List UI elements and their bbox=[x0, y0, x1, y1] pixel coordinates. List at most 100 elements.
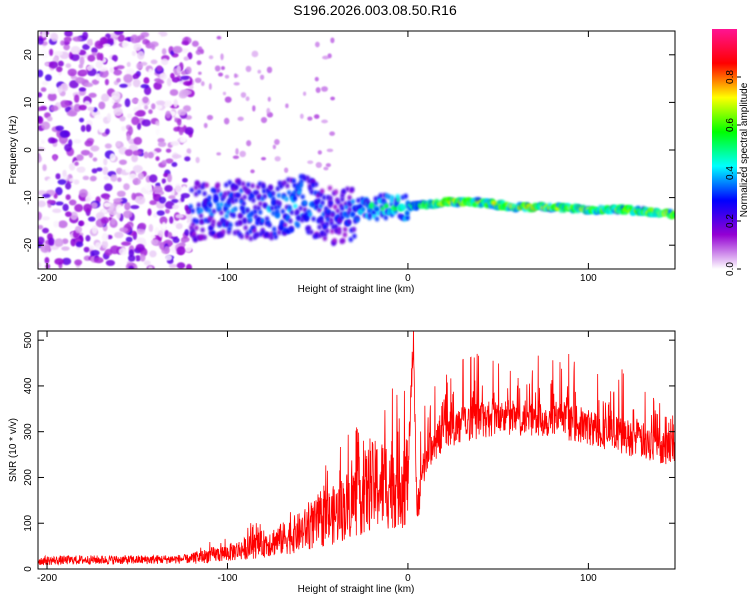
noise-blob bbox=[91, 168, 98, 174]
noise-blob bbox=[153, 212, 158, 218]
signal-blob bbox=[345, 186, 350, 192]
signal-blob bbox=[284, 196, 289, 202]
noise-blob bbox=[57, 179, 67, 185]
signal-blob bbox=[231, 212, 237, 219]
signal-blob bbox=[280, 208, 286, 214]
signal-blob bbox=[288, 218, 293, 224]
noise-blob bbox=[66, 91, 73, 100]
signal-blob bbox=[261, 184, 266, 190]
noise-blob bbox=[78, 117, 85, 123]
noise-blob bbox=[82, 31, 89, 40]
noise-blob bbox=[176, 246, 186, 256]
noise-blob bbox=[313, 114, 320, 119]
noise-blob bbox=[173, 99, 178, 108]
signal-blob bbox=[316, 197, 321, 204]
noise-blob bbox=[166, 77, 172, 87]
signal-blob bbox=[250, 193, 255, 200]
signal-blob bbox=[210, 222, 216, 228]
signal-blob bbox=[330, 212, 335, 218]
noise-blob bbox=[105, 259, 116, 266]
colorbar-tick-label: 0.0 bbox=[725, 262, 736, 276]
noise-blob bbox=[98, 101, 106, 110]
snr-line-layer bbox=[38, 331, 675, 566]
signal-blob bbox=[245, 207, 250, 214]
noise-blob bbox=[59, 130, 70, 138]
noise-blob bbox=[104, 78, 109, 86]
noise-blob bbox=[245, 96, 250, 102]
noise-blob bbox=[38, 147, 46, 152]
signal-blob bbox=[233, 206, 238, 212]
noise-blob bbox=[208, 55, 214, 60]
signal-blob bbox=[277, 200, 282, 207]
noise-blob bbox=[80, 149, 91, 156]
signal-blob bbox=[253, 209, 258, 215]
noise-blob bbox=[65, 224, 73, 231]
noise-blob bbox=[274, 156, 281, 162]
noise-blob bbox=[144, 105, 149, 110]
noise-blob bbox=[40, 244, 50, 253]
noise-blob bbox=[164, 184, 173, 193]
noise-blob bbox=[82, 43, 90, 50]
signal-blob bbox=[286, 189, 292, 196]
noise-blob bbox=[274, 139, 280, 145]
noise-blob bbox=[135, 243, 145, 252]
noise-blob bbox=[322, 55, 330, 60]
noise-blob bbox=[79, 56, 85, 66]
noise-blob bbox=[70, 53, 80, 62]
noise-blob bbox=[84, 140, 94, 147]
noise-blob bbox=[149, 174, 158, 183]
noise-blob bbox=[61, 246, 70, 251]
signal-blob bbox=[224, 182, 229, 188]
noise-blob bbox=[131, 50, 137, 57]
signal-blob bbox=[340, 238, 346, 244]
noise-blob bbox=[200, 81, 205, 87]
noise-blob bbox=[171, 161, 178, 167]
noise-blob bbox=[169, 216, 174, 224]
signal-blob bbox=[341, 188, 347, 194]
noise-blob bbox=[77, 250, 85, 256]
signal-blob bbox=[671, 213, 675, 218]
noise-blob bbox=[46, 177, 55, 187]
y-tick-label: 200 bbox=[23, 469, 34, 486]
y-tick-label: 100 bbox=[23, 514, 34, 531]
noise-blob bbox=[65, 194, 71, 201]
noise-blob bbox=[95, 60, 103, 69]
noise-blob bbox=[78, 87, 87, 92]
noise-blob bbox=[144, 183, 153, 191]
noise-blob bbox=[181, 89, 192, 96]
noise-blob bbox=[151, 103, 156, 110]
noise-blob bbox=[94, 242, 102, 249]
noise-blob bbox=[103, 175, 110, 181]
noise-blob bbox=[142, 96, 149, 104]
noise-blob bbox=[50, 32, 59, 42]
noise-blob bbox=[132, 164, 143, 173]
signal-blob bbox=[295, 222, 301, 229]
signal-blob bbox=[332, 204, 338, 210]
noise-blob bbox=[100, 216, 110, 224]
noise-blob bbox=[216, 152, 221, 156]
noise-blob bbox=[107, 59, 116, 66]
noise-blob bbox=[157, 230, 164, 238]
noise-blob bbox=[62, 169, 67, 177]
noise-blob bbox=[233, 73, 238, 79]
signal-blob bbox=[279, 223, 284, 230]
signal-blob bbox=[319, 188, 325, 194]
noise-blob bbox=[161, 178, 167, 184]
noise-blob bbox=[223, 117, 230, 125]
noise-blob bbox=[155, 33, 162, 39]
noise-blob bbox=[191, 40, 199, 47]
signal-blob bbox=[214, 195, 219, 201]
signal-blob bbox=[267, 222, 272, 228]
signal-blob bbox=[271, 210, 276, 216]
signal-blob bbox=[336, 199, 341, 205]
signal-blob bbox=[350, 199, 356, 205]
signal-blob bbox=[373, 200, 379, 206]
noise-blob bbox=[70, 46, 81, 55]
noise-blob bbox=[111, 54, 118, 62]
noise-blob bbox=[70, 211, 78, 221]
noise-blob bbox=[148, 109, 153, 115]
noise-blob bbox=[119, 83, 128, 88]
noise-blob bbox=[41, 121, 51, 130]
signal-blob bbox=[194, 218, 200, 225]
